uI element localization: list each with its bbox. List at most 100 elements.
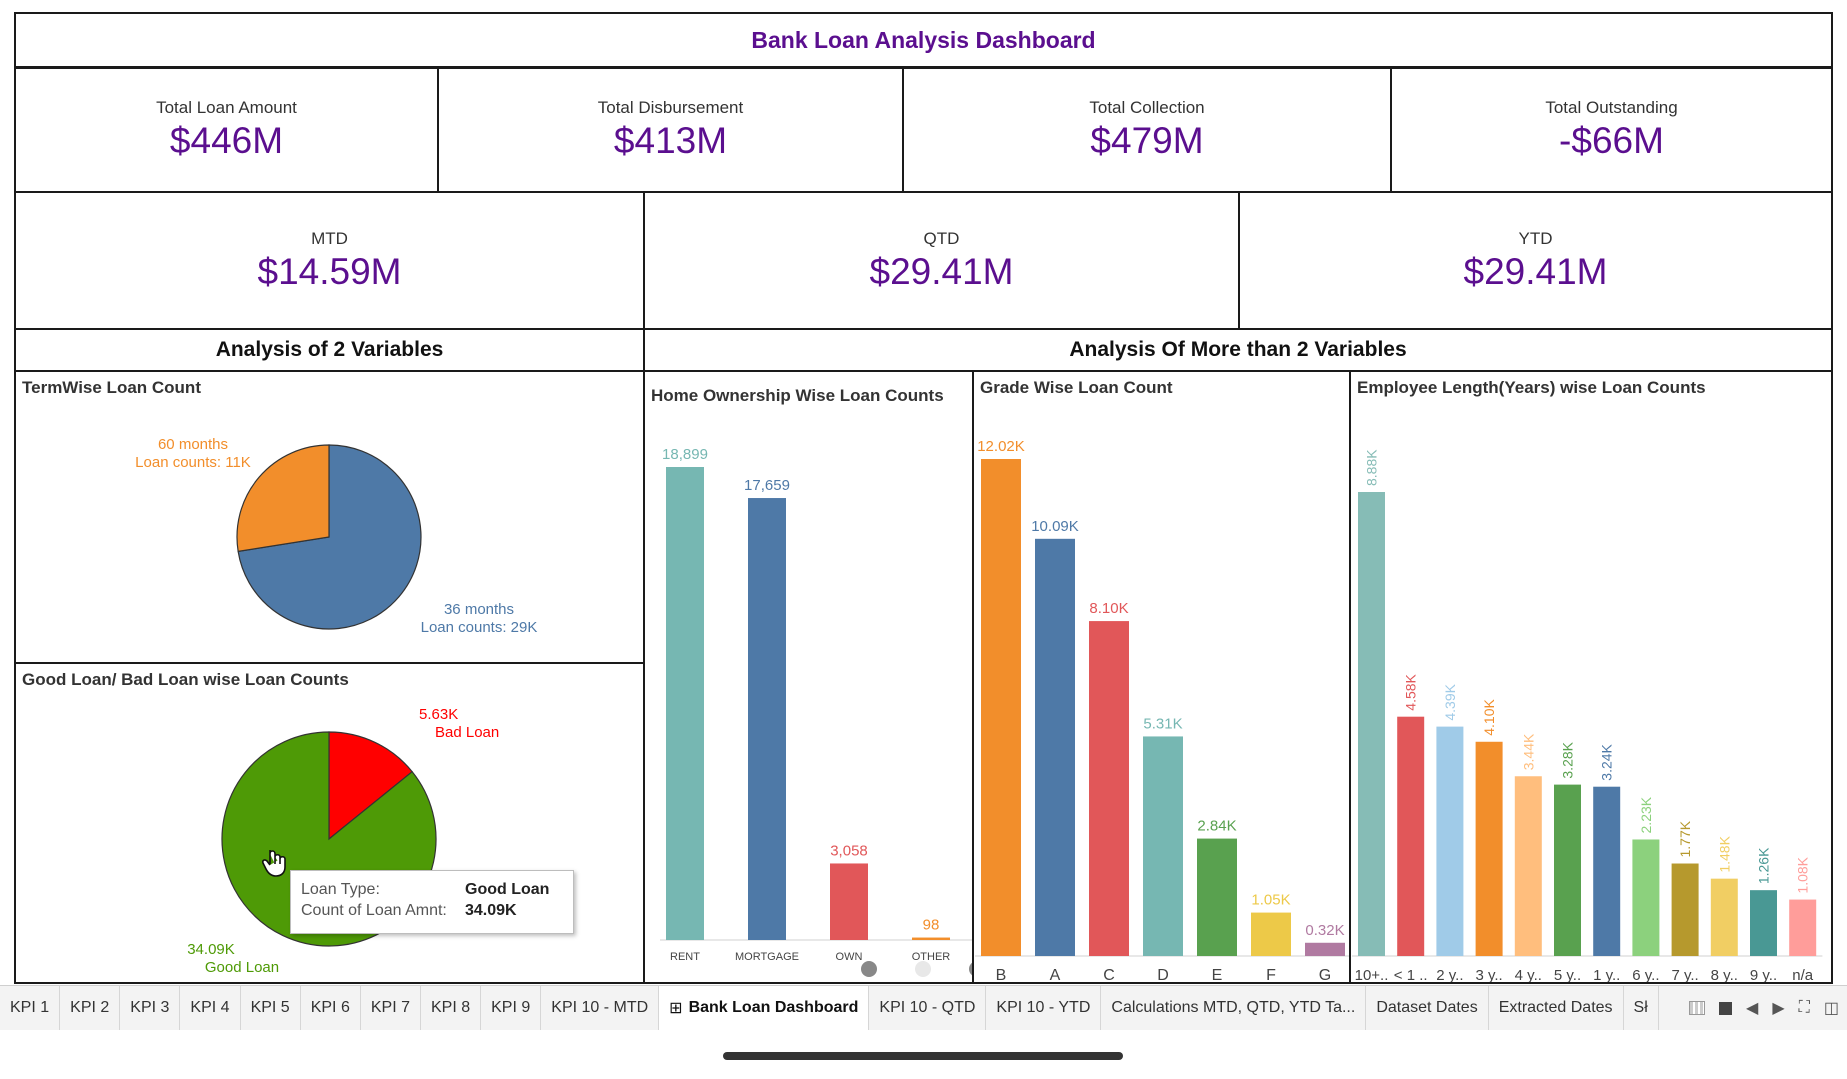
panel-title: Good Loan/ Bad Loan wise Loan Counts [22, 670, 349, 689]
x-tick-label: < 1 .. [1394, 967, 1428, 982]
kpi-total-collection[interactable]: Total Collection $479M [902, 67, 1392, 193]
kpi-value: $29.41M [869, 250, 1014, 292]
bar [1089, 621, 1129, 956]
x-tick-label: G [1319, 967, 1331, 982]
filmstrip-view-icon[interactable] [1719, 1001, 1733, 1015]
grade-panel[interactable]: Grade Wise Loan Count 12.02K B 10.09K A 8.10… [972, 370, 1351, 984]
tab-controls: ◀ ▶ ⛶ ◫ [1689, 986, 1839, 1030]
pie-slice [328, 731, 414, 841]
panel-title: Home Ownership Wise Loan Counts [651, 386, 944, 405]
sheet-tab-bar: KPI 1 KPI 2 KPI 3 KPI 4 KPI 5 KPI 6 KPI 7 KPI 8… [0, 985, 1847, 1030]
fullscreen-icon[interactable]: ⛶ [1798, 999, 1810, 1016]
employee-length-bar-chart: 8.88K 10+.. 4.58K < 1 .. 4.39K 2 y.. 4.10K 3 y.… [1352, 449, 1823, 982]
kpi-qtd[interactable]: QTD $29.41M [643, 191, 1240, 330]
panel-title: TermWise Loan Count [22, 378, 201, 397]
sheet-tab[interactable]: KPI 3 [120, 986, 181, 1030]
employee-length-panel[interactable]: Employee Length(Years) wise Loan Counts … [1349, 370, 1833, 984]
section-header-more-variables: Analysis Of More than 2 Variables [643, 328, 1833, 372]
sheet-tab[interactable]: KPI 7 [361, 986, 421, 1030]
grid-view-icon[interactable] [1689, 1001, 1706, 1015]
x-tick-label: 5 y.. [1554, 967, 1581, 982]
bar-data-label: 4.39K [1442, 683, 1458, 720]
sheet-tab[interactable]: ⊞ Bank Loan Dashboard [659, 986, 870, 1030]
bar [1710, 878, 1738, 956]
kpi-ytd[interactable]: YTD $29.41M [1238, 191, 1833, 330]
sheet-tab[interactable]: KPI 5 [241, 986, 301, 1030]
sheet-tab[interactable]: Calculations MTD, QTD, YTD Ta... [1101, 986, 1367, 1030]
bar-data-label: 8.88K [1364, 449, 1380, 486]
chart-tooltip: Loan Type: Good Loan Count of Loan Amnt:… [290, 870, 574, 934]
x-tick-label: A [1050, 967, 1061, 982]
bar [666, 467, 704, 940]
kpi-label: Total Outstanding [1545, 98, 1678, 117]
sheet-tab-label: Sł [1633, 999, 1648, 1016]
x-tick-label: OWN [836, 951, 863, 963]
sheet-tab[interactable]: KPI 8 [421, 986, 482, 1030]
panel-title: Grade Wise Loan Count [980, 378, 1173, 397]
bar-data-label: 5.31K [1143, 715, 1182, 732]
bar [1358, 492, 1385, 956]
sheet-tab-label: KPI 9 [491, 999, 531, 1016]
x-tick-label: E [1212, 967, 1223, 982]
kpi-total-outstanding[interactable]: Total Outstanding -$66M [1390, 67, 1833, 193]
presentation-icon[interactable]: ◫ [1823, 1000, 1839, 1017]
sheet-tab-label: Calculations MTD, QTD, YTD Ta... [1111, 999, 1356, 1016]
bar [1143, 736, 1183, 956]
kpi-label: MTD [311, 228, 348, 248]
x-tick-label: OTHER [912, 951, 951, 963]
home-ownership-panel[interactable]: Home Ownership Wise Loan Counts 18,899 RE… [643, 370, 974, 984]
kpi-label: QTD [923, 228, 960, 248]
sheet-tab[interactable]: Sł [1624, 986, 1659, 1030]
bar [1035, 538, 1075, 956]
bar [1397, 716, 1425, 956]
kpi-total-loan-amount[interactable]: Total Loan Amount $446M [14, 67, 439, 193]
x-tick-label: 4 y.. [1515, 967, 1542, 982]
bar [1593, 786, 1621, 956]
sheet-tab[interactable]: KPI 2 [60, 986, 121, 1030]
bar [1632, 839, 1660, 956]
x-tick-label: MORTGAGE [735, 951, 799, 963]
termwise-pie-panel[interactable]: TermWise Loan Count 36 months Loan counts… [14, 370, 645, 664]
sheet-tab-label: KPI 4 [190, 999, 230, 1016]
goodbad-pie-panel[interactable]: Good Loan/ Bad Loan wise Loan Counts 5.6… [14, 662, 645, 984]
bar [1671, 863, 1699, 956]
tooltip-value: 34.09K [465, 902, 517, 919]
sheet-tab-label: Dataset Dates [1376, 999, 1478, 1016]
kpi-value: $29.41M [1463, 250, 1608, 292]
sheet-tab[interactable]: Extracted Dates [1489, 986, 1624, 1030]
bar-data-label: 3.44K [1520, 733, 1536, 770]
sheet-tab[interactable]: KPI 10 - YTD [986, 986, 1102, 1030]
bar-data-label: 17,659 [744, 477, 790, 494]
bar [1436, 726, 1464, 956]
bar-data-label: 18,899 [662, 446, 708, 463]
sheet-tab-label: KPI 2 [70, 999, 110, 1016]
sheet-tab[interactable]: KPI 6 [301, 986, 361, 1030]
bar-data-label: 1.26K [1756, 847, 1772, 884]
bar-data-label: 4.58K [1403, 673, 1419, 710]
x-tick-label: C [1103, 967, 1115, 982]
x-tick-label: 3 y.. [1475, 967, 1502, 982]
tooltip-key: Loan Type: [301, 881, 380, 898]
sheet-tab[interactable]: KPI 10 - MTD [541, 986, 660, 1030]
bar-data-label: 1.05K [1251, 892, 1290, 909]
bar-data-label: 0.32K [1305, 922, 1344, 939]
hand-cursor-icon [262, 850, 286, 877]
sheet-tab[interactable]: KPI 1 [0, 986, 61, 1030]
bar [912, 937, 950, 940]
sheet-tab[interactable]: KPI 4 [180, 986, 241, 1030]
x-tick-label: B [996, 967, 1007, 982]
x-tick-label: 7 y.. [1671, 967, 1698, 982]
scroll-dot-icon [915, 961, 931, 977]
prev-sheet-icon[interactable]: ◀ [1746, 1000, 1759, 1017]
bar-data-label: 12.02K [977, 438, 1025, 455]
kpi-total-disbursement[interactable]: Total Disbursement $413M [437, 67, 904, 193]
sheet-tab[interactable]: KPI 10 - QTD [869, 986, 987, 1030]
kpi-mtd[interactable]: MTD $14.59M [14, 191, 645, 330]
pie-label: 36 months [444, 601, 514, 618]
sheet-tab[interactable]: KPI 9 [481, 986, 542, 1030]
sheet-tab[interactable]: Dataset Dates [1366, 986, 1489, 1030]
next-sheet-icon[interactable]: ▶ [1772, 1000, 1785, 1017]
kpi-value: $479M [1090, 120, 1204, 161]
bar-data-label: 4.10K [1481, 699, 1497, 736]
